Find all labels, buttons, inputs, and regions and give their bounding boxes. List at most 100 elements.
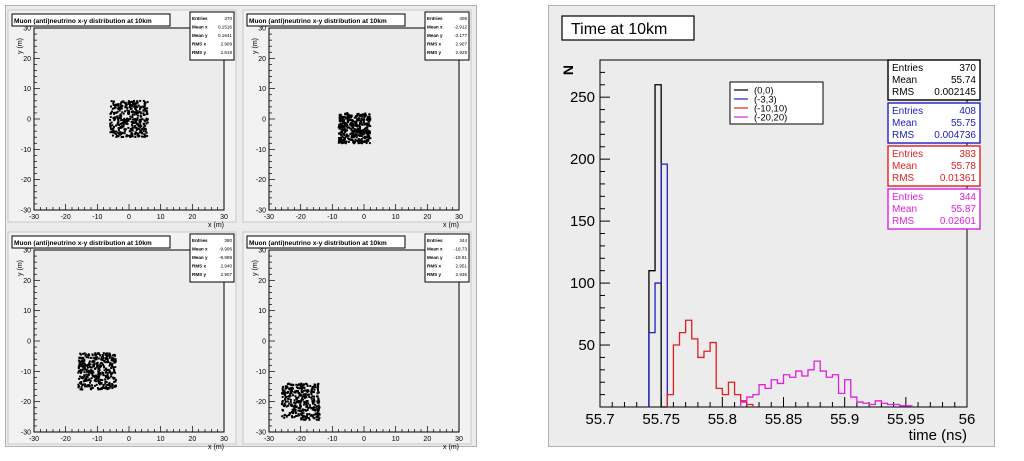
stats-value: 0.1516 bbox=[218, 25, 232, 30]
scatter-point bbox=[116, 110, 119, 113]
scatter-point bbox=[312, 406, 315, 409]
scatter-point bbox=[78, 356, 81, 359]
x-tick-label: -20 bbox=[296, 436, 306, 443]
scatter-point bbox=[317, 399, 320, 402]
scatter-point bbox=[139, 118, 142, 121]
scatter-point bbox=[98, 374, 101, 377]
scatter-point bbox=[144, 128, 147, 131]
scatter-point bbox=[82, 360, 85, 363]
scatter-point bbox=[311, 385, 314, 388]
scatter-point bbox=[357, 141, 360, 144]
scatter-point bbox=[348, 126, 351, 129]
scatter-point bbox=[120, 119, 123, 122]
scatter-point bbox=[110, 375, 113, 378]
scatter-point bbox=[86, 369, 89, 372]
scatter-point bbox=[285, 387, 288, 390]
scatter-point bbox=[111, 110, 114, 113]
scatter-point bbox=[307, 406, 310, 409]
scatter-point bbox=[120, 126, 123, 129]
scatter-point bbox=[289, 404, 292, 407]
scatter-point bbox=[87, 374, 90, 377]
scatter-point bbox=[349, 138, 352, 141]
scatter-point bbox=[341, 126, 344, 129]
scatter-point bbox=[116, 134, 119, 137]
scatter-point bbox=[304, 418, 307, 421]
scatter-point bbox=[289, 400, 292, 403]
scatter-point bbox=[139, 114, 142, 117]
scatter-point bbox=[290, 415, 293, 418]
scatter-point bbox=[317, 384, 320, 387]
scatter-point bbox=[107, 354, 110, 357]
scatter-point bbox=[294, 402, 297, 405]
scatter-point bbox=[353, 128, 356, 131]
scatter-point bbox=[350, 133, 353, 136]
scatter-point bbox=[344, 113, 347, 116]
scatter-point bbox=[110, 100, 113, 103]
scatter-point bbox=[89, 356, 92, 359]
stats-label: RMS y bbox=[192, 272, 206, 277]
series-stats-value: 55.87 bbox=[951, 204, 976, 215]
scatter-point bbox=[341, 123, 344, 126]
stats-label: Mean y bbox=[192, 255, 208, 260]
scatter-point bbox=[355, 120, 358, 123]
scatter-point bbox=[143, 104, 146, 107]
scatter-point bbox=[97, 365, 100, 368]
scatter-point bbox=[136, 117, 139, 120]
scatter-point bbox=[137, 111, 140, 114]
scatter-point bbox=[109, 105, 112, 108]
scatter-point bbox=[294, 395, 297, 398]
scatter-point bbox=[104, 352, 107, 355]
scatter-point bbox=[77, 371, 80, 374]
y-tick-label: 0 bbox=[262, 339, 266, 346]
scatter-point bbox=[80, 360, 83, 363]
scatter-point bbox=[305, 415, 308, 418]
scatter-point bbox=[310, 390, 313, 393]
scatter-point bbox=[121, 136, 124, 139]
scatter-point bbox=[104, 374, 107, 377]
scatter-point bbox=[78, 364, 81, 367]
scatter-point bbox=[121, 111, 124, 114]
scatter-point bbox=[311, 406, 314, 409]
scatter-point bbox=[133, 111, 136, 114]
scatter-point bbox=[84, 368, 87, 371]
scatter-point bbox=[284, 397, 287, 400]
scatter-point bbox=[343, 139, 346, 142]
scatter-point bbox=[143, 105, 146, 108]
scatter-point bbox=[359, 126, 362, 129]
x-tick-label: -10 bbox=[327, 214, 337, 221]
scatter-point bbox=[341, 125, 344, 128]
scatter-point bbox=[134, 126, 137, 129]
scatter-point bbox=[298, 400, 301, 403]
stats-label: RMS x bbox=[427, 264, 441, 269]
scatter-point bbox=[304, 389, 307, 392]
scatter-point bbox=[361, 131, 364, 134]
y-tick-label: 30 bbox=[258, 248, 266, 255]
scatter-point bbox=[115, 115, 118, 118]
scatter-point bbox=[106, 386, 109, 389]
scatter-point bbox=[105, 357, 108, 360]
scatter-point bbox=[102, 365, 105, 368]
x-tick-label: -30 bbox=[29, 214, 39, 221]
stats-label: Mean x bbox=[427, 247, 443, 252]
scatter-point bbox=[314, 403, 317, 406]
scatter-point bbox=[286, 386, 289, 389]
y-tick-label: -30 bbox=[256, 208, 266, 215]
scatter-point bbox=[102, 372, 105, 375]
scatter-point bbox=[312, 408, 315, 411]
scatter-point bbox=[356, 125, 359, 128]
series-stats-value: 0.01361 bbox=[940, 173, 977, 184]
scatter-point bbox=[110, 385, 113, 388]
scatter-point bbox=[127, 119, 130, 122]
scatter-point bbox=[137, 133, 140, 136]
scatter-point bbox=[354, 115, 357, 118]
scatter-point bbox=[305, 403, 308, 406]
scatter-point bbox=[92, 363, 95, 366]
scatter-point bbox=[125, 122, 128, 125]
scatter-point bbox=[301, 418, 304, 421]
scatter-point bbox=[296, 399, 299, 402]
scatter-point bbox=[353, 142, 356, 145]
stats-value: 2.936 bbox=[456, 272, 468, 277]
scatter-point bbox=[134, 118, 137, 121]
scatter-point bbox=[111, 365, 114, 368]
scatter-point bbox=[85, 373, 88, 376]
